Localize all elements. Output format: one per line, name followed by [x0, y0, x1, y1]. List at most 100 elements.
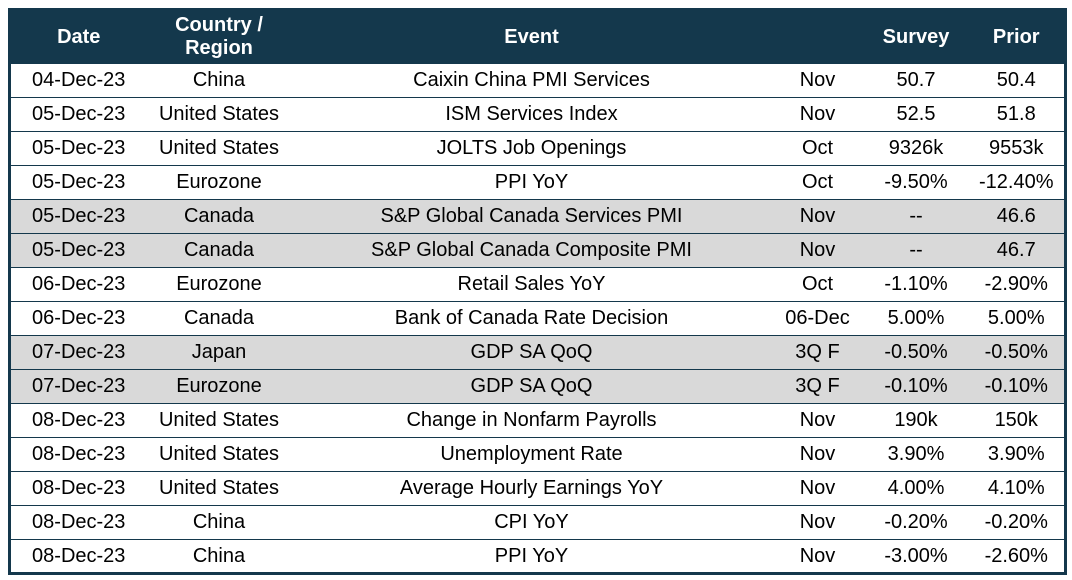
cell-region: United States — [158, 137, 280, 159]
cell-survey: 190k — [894, 409, 938, 431]
table-row: 07-Dec-23 Japan GDP SA QoQ 3Q F -0.50% -… — [9, 335, 1066, 370]
cell-event: CPI YoY — [494, 511, 569, 533]
cell-prior: -0.10% — [984, 375, 1048, 397]
table-row: 05-Dec-23 Canada S&P Global Canada Compo… — [9, 233, 1066, 268]
table-row: 08-Dec-23 United States Unemployment Rat… — [9, 437, 1066, 472]
cell-prior: 3.90% — [987, 443, 1045, 465]
cell-date: 08-Dec-23 — [32, 544, 126, 567]
table-row: 05-Dec-23 United States ISM Services Ind… — [9, 97, 1066, 132]
cell-event: PPI YoY — [494, 171, 569, 193]
table-header: Date Country / Region Event Survey Prior — [9, 9, 1066, 64]
cell-prior: 50.4 — [996, 69, 1036, 91]
cell-survey: 5.00% — [887, 307, 945, 329]
table-row: 08-Dec-23 China PPI YoY Nov -3.00% -2.60… — [9, 539, 1066, 574]
cell-region: Japan — [191, 341, 247, 363]
cell-event: S&P Global Canada Services PMI — [380, 205, 683, 227]
cell-period: Oct — [801, 137, 834, 159]
cell-date: 06-Dec-23 — [32, 307, 126, 329]
cell-event: ISM Services Index — [445, 103, 618, 125]
cell-survey: -0.50% — [884, 341, 948, 363]
cell-region: United States — [158, 409, 280, 431]
cell-date: 08-Dec-23 — [32, 443, 126, 465]
table-row: 04-Dec-23 China Caixin China PMI Service… — [9, 63, 1066, 98]
table-row: 05-Dec-23 United States JOLTS Job Openin… — [9, 131, 1066, 166]
cell-period: Nov — [799, 69, 836, 91]
cell-survey: -- — [909, 239, 923, 261]
table-row: 08-Dec-23 China CPI YoY Nov -0.20% -0.20… — [9, 505, 1066, 540]
column-header-date: Date — [9, 9, 147, 64]
cell-survey: 4.00% — [887, 477, 945, 499]
table-body: 04-Dec-23 China Caixin China PMI Service… — [9, 63, 1066, 574]
cell-event: Caixin China PMI Services — [413, 69, 650, 91]
cell-survey: -0.10% — [884, 375, 948, 397]
cell-date: 05-Dec-23 — [32, 205, 126, 227]
cell-survey: -3.00% — [884, 544, 948, 567]
cell-date: 05-Dec-23 — [32, 239, 126, 261]
cell-region: United States — [158, 477, 280, 499]
cell-period: Oct — [801, 171, 834, 193]
cell-prior: -0.50% — [984, 341, 1048, 363]
cell-region: Canada — [183, 307, 255, 329]
cell-period: 3Q F — [795, 341, 840, 363]
cell-event: PPI YoY — [494, 544, 569, 567]
cell-survey: -- — [909, 205, 923, 227]
cell-prior: 4.10% — [987, 477, 1045, 499]
cell-prior: 46.6 — [996, 205, 1036, 227]
cell-period: Nov — [799, 103, 836, 125]
cell-prior: 46.7 — [996, 239, 1036, 261]
cell-event: Average Hourly Earnings YoY — [399, 477, 664, 499]
cell-date: 08-Dec-23 — [32, 511, 126, 533]
cell-date: 08-Dec-23 — [32, 477, 126, 499]
cell-prior: -2.60% — [984, 544, 1048, 567]
cell-date: 07-Dec-23 — [32, 341, 126, 363]
cell-event: Change in Nonfarm Payrolls — [406, 409, 657, 431]
cell-period: Nov — [799, 443, 836, 465]
cell-region: China — [192, 69, 246, 91]
cell-region: China — [192, 544, 246, 567]
cell-event: Unemployment Rate — [440, 443, 623, 465]
column-header-event: Event — [291, 9, 772, 64]
table-row: 06-Dec-23 Eurozone Retail Sales YoY Oct … — [9, 267, 1066, 302]
cell-event: GDP SA QoQ — [470, 341, 593, 363]
table-row: 08-Dec-23 United States Average Hourly E… — [9, 471, 1066, 506]
cell-date: 07-Dec-23 — [32, 375, 126, 397]
cell-prior: 51.8 — [996, 103, 1036, 125]
cell-event: JOLTS Job Openings — [436, 137, 627, 159]
cell-region: Eurozone — [176, 171, 262, 193]
cell-prior: 9553k — [989, 137, 1044, 159]
cell-prior: -2.90% — [984, 273, 1048, 295]
cell-event: Retail Sales YoY — [457, 273, 606, 295]
cell-region: United States — [158, 103, 280, 125]
table-row: 05-Dec-23 Canada S&P Global Canada Servi… — [9, 199, 1066, 234]
cell-date: 04-Dec-23 — [32, 69, 126, 91]
cell-period: Nov — [799, 544, 836, 567]
cell-period: 3Q F — [795, 375, 840, 397]
column-header-survey: Survey — [863, 9, 969, 64]
cell-date: 06-Dec-23 — [32, 273, 126, 295]
cell-region: United States — [158, 443, 280, 465]
cell-survey: 9326k — [888, 137, 944, 159]
cell-date: 05-Dec-23 — [32, 137, 126, 159]
column-header-prior: Prior — [968, 9, 1066, 64]
cell-prior: 5.00% — [987, 307, 1045, 329]
cell-date: 05-Dec-23 — [32, 171, 126, 193]
cell-region: Canada — [183, 239, 255, 261]
cell-period: Nov — [799, 477, 836, 499]
table-row: 05-Dec-23 Eurozone PPI YoY Oct -9.50% -1… — [9, 165, 1066, 200]
cell-period: Nov — [799, 239, 836, 261]
cell-region: China — [192, 511, 246, 533]
cell-survey: 3.90% — [887, 443, 945, 465]
table-row: 07-Dec-23 Eurozone GDP SA QoQ 3Q F -0.10… — [9, 369, 1066, 404]
cell-prior: -0.20% — [984, 511, 1048, 533]
cell-period: 06-Dec — [785, 307, 850, 329]
cell-date: 08-Dec-23 — [32, 409, 126, 431]
column-header-period — [771, 9, 864, 64]
cell-region: Eurozone — [176, 273, 262, 295]
table-row: 08-Dec-23 United States Change in Nonfar… — [9, 403, 1066, 438]
cell-event: Bank of Canada Rate Decision — [394, 307, 669, 329]
cell-survey: 52.5 — [896, 103, 936, 125]
economic-calendar-table: Date Country / Region Event Survey Prior… — [8, 8, 1067, 575]
cell-region: Canada — [183, 205, 255, 227]
economic-calendar: Date Country / Region Event Survey Prior… — [8, 8, 1067, 575]
cell-period: Nov — [799, 205, 836, 227]
